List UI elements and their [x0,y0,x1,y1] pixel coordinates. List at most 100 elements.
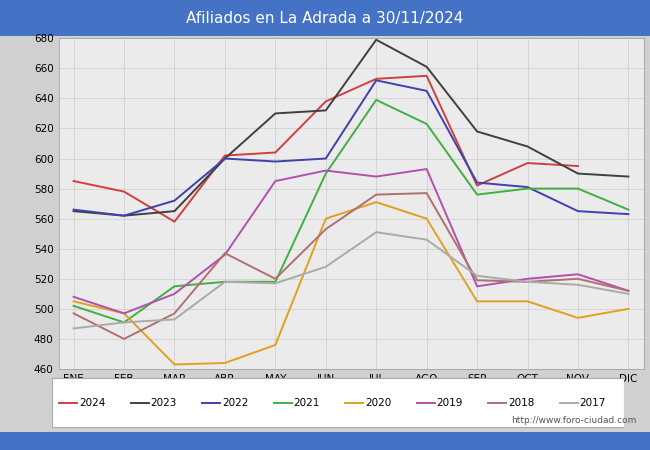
2017 [422,237,430,243]
2019 [524,276,532,282]
Line: 2017: 2017 [73,232,629,328]
2021 [372,97,380,103]
Text: 2017: 2017 [580,398,606,408]
2018 [120,336,128,342]
2021 [473,192,481,197]
2022 [70,207,77,212]
2018 [322,226,330,232]
2020 [473,299,481,304]
2023 [625,174,632,179]
2020 [422,216,430,221]
2021 [120,320,128,325]
2020 [170,362,178,367]
2019 [272,178,280,184]
2022 [524,184,532,190]
2020 [524,299,532,304]
2024 [70,178,77,184]
2024 [272,150,280,155]
2019 [372,174,380,179]
Text: http://www.foro-ciudad.com: http://www.foro-ciudad.com [512,416,637,425]
2022 [170,198,178,203]
2023 [473,129,481,134]
2023 [422,64,430,69]
2024 [221,153,229,158]
2018 [524,279,532,284]
2019 [625,288,632,293]
2019 [221,252,229,257]
2017 [524,279,532,284]
2020 [120,310,128,316]
2021 [422,121,430,126]
2019 [574,272,582,277]
2019 [170,291,178,297]
2021 [625,207,632,212]
Line: 2020: 2020 [73,202,629,364]
2017 [221,279,229,284]
Line: 2018: 2018 [73,193,629,339]
2017 [574,282,582,288]
2023 [372,37,380,42]
2020 [70,299,77,304]
2020 [625,306,632,311]
2021 [524,186,532,191]
Text: 2023: 2023 [151,398,177,408]
Line: 2024: 2024 [73,76,578,222]
2024 [574,163,582,169]
2023 [322,108,330,113]
2020 [221,360,229,366]
2020 [322,216,330,221]
2023 [120,213,128,218]
2021 [170,284,178,289]
Line: 2021: 2021 [73,100,629,322]
2022 [473,180,481,185]
Line: 2023: 2023 [73,40,629,216]
2023 [70,208,77,214]
2024 [422,73,430,79]
2023 [524,144,532,149]
2017 [372,230,380,235]
2021 [272,279,280,284]
2021 [574,186,582,191]
2018 [422,190,430,196]
Text: 2019: 2019 [437,398,463,408]
2018 [272,276,280,282]
2021 [322,171,330,176]
2018 [70,310,77,316]
Text: 2020: 2020 [365,398,391,408]
Line: 2019: 2019 [73,169,629,313]
2024 [170,219,178,225]
2018 [221,251,229,256]
2018 [574,276,582,282]
2024 [322,99,330,104]
2019 [422,166,430,172]
2024 [473,183,481,188]
Text: 2021: 2021 [294,398,320,408]
2019 [120,310,128,316]
2024 [120,189,128,194]
2024 [524,160,532,166]
2017 [120,320,128,325]
2022 [221,156,229,161]
2017 [322,264,330,270]
2023 [272,111,280,116]
Line: 2022: 2022 [73,81,629,216]
2024 [372,76,380,81]
Text: 2024: 2024 [79,398,105,408]
2022 [322,156,330,161]
2017 [170,317,178,322]
2022 [574,208,582,214]
Text: 2022: 2022 [222,398,248,408]
2020 [574,315,582,320]
2019 [322,168,330,173]
2023 [221,156,229,161]
2019 [473,284,481,289]
Text: 2018: 2018 [508,398,534,408]
2020 [372,199,380,205]
2018 [625,288,632,293]
2021 [221,279,229,284]
2023 [170,208,178,214]
2022 [272,159,280,164]
2017 [272,281,280,286]
2019 [70,294,77,300]
2023 [574,171,582,176]
